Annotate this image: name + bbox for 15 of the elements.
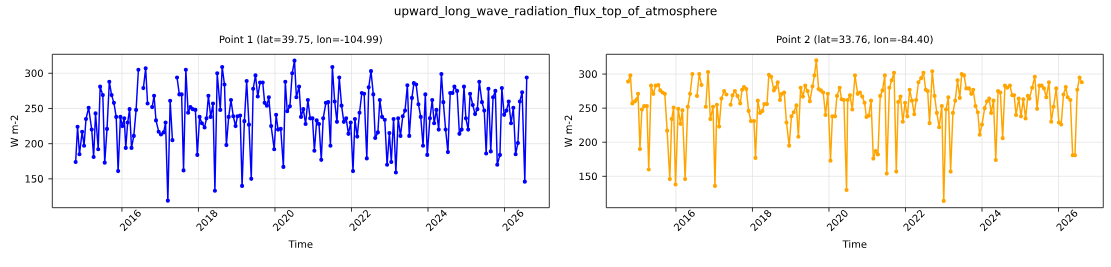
x-axis-title: Time bbox=[842, 240, 867, 248]
text: upward_long_wave_radiation_flux_top_of_atmosphere bbox=[394, 6, 717, 18]
y-tick-label: 250 bbox=[25, 104, 43, 113]
y-axis-title: W m-2 bbox=[10, 115, 19, 148]
y-axis-title: W m-2 bbox=[564, 115, 573, 148]
chart-title: Point 2 (lat=33.76, lon=-84.40) bbox=[777, 35, 933, 45]
chart-title: Point 1 (lat=39.75, lon=-104.99) bbox=[219, 35, 382, 45]
x-axis-title: Time bbox=[288, 240, 313, 248]
y-tick-label: 250 bbox=[579, 104, 597, 112]
y-tick-label: 300 bbox=[25, 69, 43, 78]
y-tick-label: 300 bbox=[579, 70, 597, 78]
y-tick-label: 150 bbox=[579, 172, 597, 181]
y-tick-label: 150 bbox=[25, 175, 43, 183]
y-tick-label: 200 bbox=[579, 138, 597, 147]
y-tick-label: 200 bbox=[25, 139, 43, 148]
